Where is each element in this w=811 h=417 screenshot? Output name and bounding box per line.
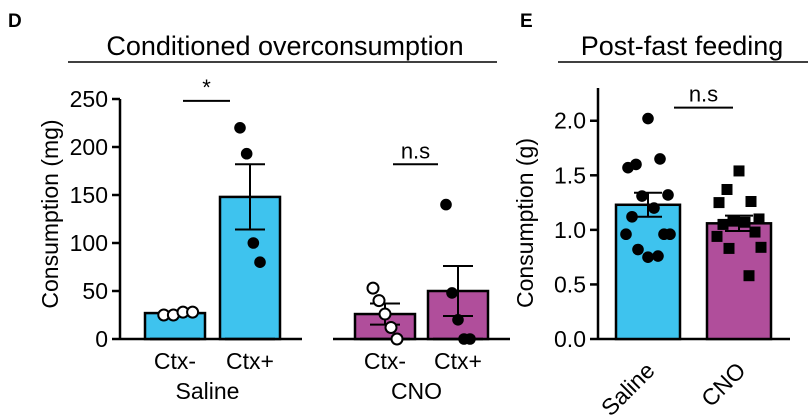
panel-e-data-point: [632, 243, 644, 256]
panel-e-bar: [614, 203, 682, 341]
panel-d-data-point: [464, 333, 476, 345]
panel-d-y-tick-label: 100: [70, 230, 108, 256]
panel-e-data-point: [642, 251, 654, 263]
panel-e-data-point: [745, 195, 757, 207]
panel-e-plot: 0.0 0.5 1.0 1.5 2.0 Saline CNO n.s: [554, 82, 790, 417]
panel-e-data-point: [749, 226, 761, 238]
panel-d-y-tick-label: 50: [82, 278, 108, 304]
panel-d-x-tick-label: Ctx+: [434, 348, 482, 374]
panel-e-data-point: [648, 202, 660, 214]
panel-d-significance-label: *: [202, 75, 211, 100]
panel-e-data-point: [642, 112, 654, 125]
panel-e-data-point: [753, 213, 765, 225]
panel-e-y-tick-label: 0.0: [554, 326, 586, 352]
panel-e-data-point: [652, 250, 664, 262]
panel-d-data-point: [452, 314, 464, 326]
panel-e-data-point: [636, 190, 648, 202]
panel-d-title: Conditioned overconsumption: [106, 31, 463, 61]
panel-e-data-point: [755, 241, 767, 253]
panel-d-data-point: [446, 287, 458, 299]
panel-e-y-tick-label: 0.5: [554, 271, 586, 297]
panel-d-data-point: [234, 122, 246, 134]
panel-e-data-point: [739, 216, 751, 228]
panel-d-significance-label: n.s: [401, 138, 430, 163]
panel-d-y-axis-label: Consumption (mg): [37, 119, 63, 308]
panel-d-x-tick-label: Ctx-: [154, 348, 196, 374]
panel-letter-d: D: [8, 11, 22, 32]
panel-d-y-tick-label: 0: [95, 326, 108, 352]
panel-e-data-point: [721, 183, 733, 195]
panel-e-data-point: [664, 228, 676, 241]
panel-d-x-tick-label: Ctx-: [364, 348, 406, 374]
panel-d-data-point: [254, 256, 266, 269]
panel-e-data-point: [713, 197, 725, 209]
panel-e-data-point: [733, 165, 745, 177]
panel-e-data-point: [654, 153, 666, 165]
panel-e-significance-label: n.s: [689, 82, 718, 107]
panel-e-data-point: [727, 215, 739, 227]
panel-e-data-point: [620, 228, 632, 241]
panel-d-y-tick-label: 250: [70, 86, 108, 112]
panel-d-y-tick-label: 150: [70, 182, 108, 208]
panel-e-data-point: [711, 230, 723, 242]
panel-e-data-point: [626, 210, 638, 223]
panel-d-data-point: [378, 307, 392, 321]
panel-e-data-point: [622, 161, 634, 174]
panel-e-data-point: [743, 270, 755, 282]
panel-d-data-point: [186, 305, 200, 319]
panel-d-plot: 0 50 100 150 200 250 Saline CNO Ctx- Ctx+ Ctx- Ctx+…: [70, 75, 510, 404]
panel-d-data-point: [390, 332, 404, 346]
panel-d-data-point: [372, 294, 386, 308]
panel-e-y-axis-label: Consumption (g): [512, 138, 538, 308]
panel-d-data-point: [366, 281, 380, 295]
panel-e-data-point: [723, 242, 735, 254]
panel-letter-e: E: [520, 11, 533, 32]
panel-d-data-point: [247, 237, 260, 249]
panel-d-y-tick-label: 200: [70, 134, 108, 160]
panel-d-x-tick-label: Ctx+: [226, 348, 274, 374]
panel-e-y-tick-label: 1.0: [554, 217, 586, 243]
panel-e-title: Post-fast feeding: [581, 31, 784, 61]
panel-d-group-label: Saline: [176, 378, 240, 404]
panel-e-x-tick-label: CNO: [696, 357, 751, 412]
panel-e-data-point: [717, 218, 729, 230]
panel-e-y-tick-label: 2.0: [554, 108, 586, 134]
panel-d-group-label: CNO: [391, 378, 442, 404]
panel-d-data-point: [240, 147, 253, 160]
panel-e-data-point: [662, 189, 674, 201]
panel-e-x-tick-label: Saline: [596, 357, 660, 417]
panel-d-data-point: [384, 320, 398, 334]
panel-d-data-point: [440, 198, 452, 211]
panel-e-y-tick-label: 1.5: [554, 162, 586, 188]
